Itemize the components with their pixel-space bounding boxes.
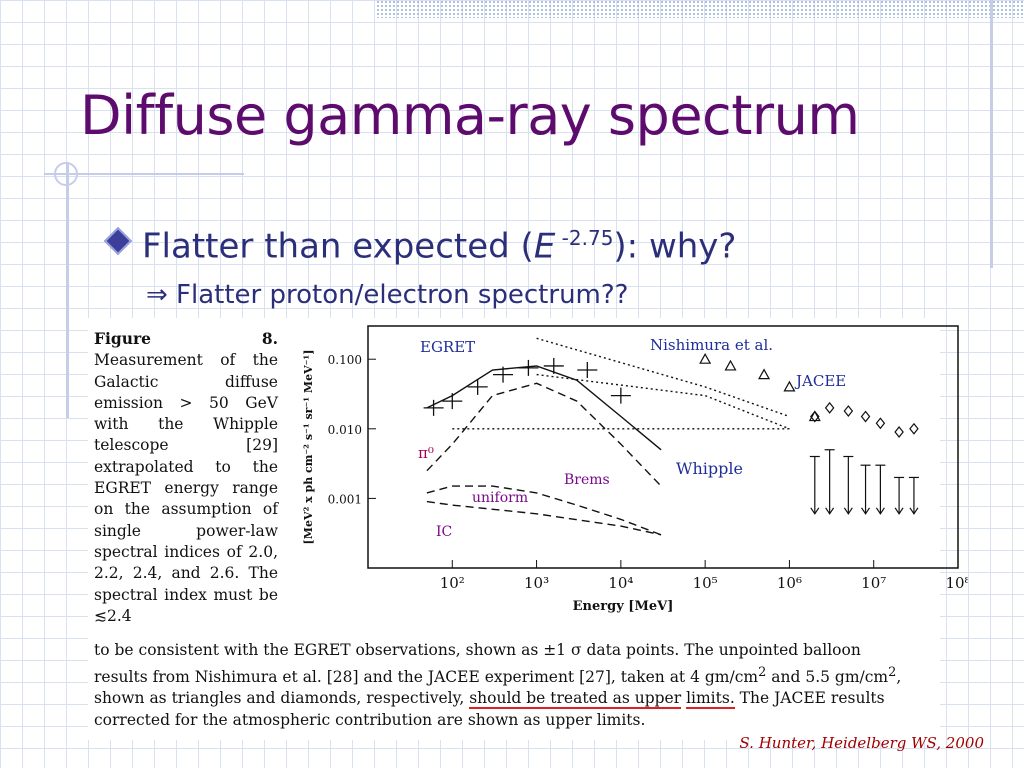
annotation-label: EGRET xyxy=(420,338,475,356)
annotation-label: JACEE xyxy=(794,372,846,390)
y-axis-label: [MeV² x ph cm⁻² s⁻¹ sr⁻¹ MeV⁻¹] xyxy=(302,350,315,545)
jacee-diamond xyxy=(860,410,871,423)
caption-part-a: to be consistent with the EGRET observat… xyxy=(94,641,861,686)
series-line xyxy=(426,382,662,487)
x-tick-label: 10⁷ xyxy=(861,574,886,592)
nishimura-triangle xyxy=(808,410,821,422)
upper-limit-arrow xyxy=(810,507,820,515)
slide-credit: S. Hunter, Heidelberg WS, 2000 xyxy=(739,734,984,752)
caption-part-b: and 5.5 gm/cm xyxy=(766,667,889,686)
annotation-label: Brems xyxy=(564,472,610,488)
jacee-diamond xyxy=(909,422,919,435)
annotation-label: uniform xyxy=(472,490,528,506)
jacee-diamond xyxy=(843,405,854,417)
series-line xyxy=(426,500,662,536)
caption-sup-1: 2 xyxy=(758,664,767,680)
bullet-tail: ): why? xyxy=(613,226,737,267)
x-tick-label: 10⁸ xyxy=(945,574,968,592)
bullet-var: E xyxy=(533,226,556,267)
jacee-diamond xyxy=(894,426,904,438)
caption-underlined-2: limits. xyxy=(686,689,735,710)
series-line xyxy=(536,373,790,430)
series-line xyxy=(426,485,662,536)
figure-label: Figure 8. xyxy=(94,329,278,348)
plot-frame xyxy=(367,325,959,569)
caption-part-d: The JACEE results corrected for the atmo… xyxy=(94,689,885,729)
sub-bullet: ⇒ Flatter proton/electron spectrum?? xyxy=(146,280,629,310)
annotation-label: Nishimura et al. xyxy=(650,336,773,354)
series-line xyxy=(426,365,662,451)
x-tick-label: 10⁴ xyxy=(608,574,633,592)
decor-right-bar xyxy=(990,0,993,268)
x-tick-label: 10² xyxy=(440,574,465,592)
x-tick-label: 10⁶ xyxy=(777,574,802,592)
jacee-diamond xyxy=(824,401,835,414)
figure-side-body: Measurement of the Galactic diffuse emis… xyxy=(94,351,278,625)
nishimura-triangle xyxy=(758,368,771,380)
diamond-bullet-icon xyxy=(103,227,133,256)
nishimura-triangle xyxy=(783,380,796,392)
header-pattern xyxy=(376,0,1024,18)
caption-sup-2: 2 xyxy=(888,664,897,680)
figure-caption: to be consistent with the EGRET observat… xyxy=(94,640,904,731)
upper-limit-arrow xyxy=(909,507,919,515)
x-tick-label: 10⁵ xyxy=(693,574,718,592)
figure-side-text: Figure 8. Measurement of the Galactic di… xyxy=(94,328,278,627)
caption-part-c: , shown as triangles and diamonds, respe… xyxy=(94,667,902,708)
slide-title: Diffuse gamma-ray spectrum xyxy=(80,84,860,147)
nishimura-triangle xyxy=(699,352,712,364)
y-tick-label: 0.001 xyxy=(328,492,362,506)
figure-panel xyxy=(88,318,940,740)
annotation-label: π⁰ xyxy=(418,444,434,462)
bullet-exponent: -2.75 xyxy=(555,226,614,250)
upper-limit-arrow xyxy=(875,507,885,515)
upper-limit-arrow xyxy=(861,507,871,515)
decor-left-bar xyxy=(66,162,69,418)
spectrum-chart: 10² 10³ 10⁴ 10⁵ 10⁶ 10⁷ 10⁸ 0.100 0.010 0.001 Ener… xyxy=(302,325,968,614)
x-tick-label: 10³ xyxy=(524,574,549,592)
x-axis-label: Energy [MeV] xyxy=(573,599,674,614)
upper-limit-arrow xyxy=(894,507,904,515)
upper-limit-arrow xyxy=(843,507,853,515)
upper-limit-arrow xyxy=(825,507,835,515)
jacee-diamond xyxy=(810,410,820,423)
caption-underlined-1: should be treated as upper xyxy=(469,689,682,710)
bullet-lead: Flatter than expected ( xyxy=(142,226,534,267)
annotation-label: Whipple xyxy=(676,459,743,478)
decor-line xyxy=(44,173,244,175)
y-tick-label: 0.010 xyxy=(328,423,362,437)
bullet-main: Flatter than expected (E -2.75): why? xyxy=(103,226,737,267)
series-line xyxy=(536,337,790,418)
nishimura-triangle xyxy=(724,359,737,371)
y-tick-label: 0.100 xyxy=(328,353,362,367)
annotation-label: IC xyxy=(436,524,452,540)
jacee-diamond xyxy=(875,417,886,430)
